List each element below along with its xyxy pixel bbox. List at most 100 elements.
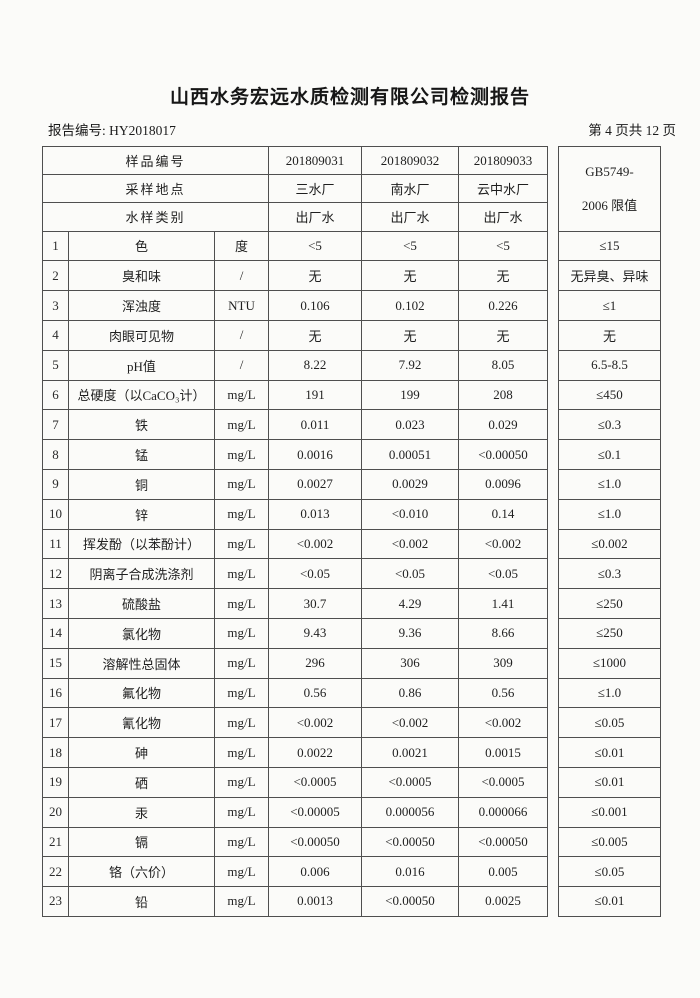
- cell-v2: 0.000056: [361, 796, 459, 828]
- table-gap: [548, 469, 559, 499]
- cell-name: 臭和味: [68, 260, 215, 292]
- cell-name: 溶解性总固体: [68, 647, 215, 679]
- cell-v3: 0.14: [458, 498, 548, 530]
- table-row: 17 氰化物 mg/L <0.002 <0.002 <0.002 ≤0.05: [42, 707, 661, 739]
- cell-no: 12: [42, 558, 69, 590]
- cell-v3: 0.000066: [458, 796, 548, 828]
- cell-name: 肉眼可见物: [68, 319, 215, 351]
- cell-no: 18: [42, 737, 69, 768]
- cell-v2: 0.016: [361, 856, 459, 888]
- cell-unit: mg/L: [214, 498, 269, 530]
- table-row: 11 挥发酚（以苯酚计） mg/L <0.002 <0.002 <0.002 ≤0.002: [42, 528, 661, 560]
- report-meta: 报告编号: HY2018017 第 4 页共 12 页: [48, 119, 676, 139]
- cell-limit: ≤250: [558, 617, 661, 649]
- cell-unit: /: [214, 319, 269, 351]
- cell-limit: ≤1000: [558, 647, 661, 679]
- table-row: 22 铬（六价） mg/L 0.006 0.016 0.005 ≤0.05: [42, 856, 661, 888]
- limit-header-line2: 2006 限值: [581, 197, 638, 213]
- cell-no: 4: [42, 319, 69, 351]
- cell-v3: 0.029: [458, 409, 548, 441]
- cell-v1: 9.43: [268, 617, 362, 649]
- sample-id-1: 201809031: [268, 145, 362, 176]
- cell-no: 22: [42, 856, 69, 888]
- limit-column-header: GB5749- 2006 限值: [558, 146, 661, 232]
- cell-v1: 8.22: [268, 349, 362, 381]
- cell-unit: mg/L: [214, 468, 269, 500]
- cell-v1: 0.013: [268, 498, 362, 530]
- table-gap: [548, 261, 559, 291]
- cell-unit: mg/L: [214, 588, 269, 619]
- cell-v2: <0.002: [361, 528, 459, 560]
- header-label-location: 采样地点: [42, 174, 269, 204]
- cell-v2: 无: [361, 319, 459, 351]
- cell-v1: 0.0016: [268, 439, 362, 470]
- cell-name: 镉: [68, 826, 215, 858]
- table-gap: [548, 708, 559, 738]
- cell-limit: ≤0.002: [558, 528, 661, 560]
- table-gap: [548, 440, 559, 470]
- cell-unit: mg/L: [214, 528, 269, 560]
- table-row: 14 氯化物 mg/L 9.43 9.36 8.66 ≤250: [42, 617, 661, 649]
- cell-unit: mg/L: [214, 737, 269, 768]
- cell-v1: 0.006: [268, 856, 362, 888]
- cell-limit: ≤15: [558, 230, 661, 262]
- cell-limit: ≤250: [558, 588, 661, 619]
- table-gap: [548, 320, 559, 350]
- table-gap: [548, 887, 559, 917]
- cell-v3: <5: [458, 230, 548, 262]
- table-gap: [548, 559, 559, 589]
- cell-v3: <0.002: [458, 528, 548, 560]
- water-quality-table: 样品编号 201809031 201809032 201809033 GB574…: [42, 145, 661, 917]
- table-gap: [548, 350, 559, 380]
- table-row: 12 阴离子合成洗涤剂 mg/L <0.05 <0.05 <0.05 ≤0.3: [42, 558, 661, 590]
- table-gap: [548, 291, 559, 321]
- cell-name: 硒: [68, 766, 215, 798]
- cell-v1: 0.56: [268, 677, 362, 709]
- cell-v1: 0.0022: [268, 737, 362, 768]
- table-gap: [548, 499, 559, 529]
- page-title: 山西水务宏远水质检测有限公司检测报告: [169, 87, 530, 108]
- cell-v1: 无: [268, 319, 362, 351]
- cell-no: 19: [42, 766, 69, 798]
- table-gap: [548, 589, 559, 619]
- type-2: 出厂水: [361, 202, 459, 232]
- cell-unit: mg/L: [214, 826, 269, 858]
- cell-unit: NTU: [214, 290, 269, 321]
- header-label-type: 水样类别: [42, 202, 269, 232]
- cell-v2: 0.0029: [361, 468, 459, 500]
- cell-name: 汞: [68, 796, 215, 828]
- location-3: 云中水厂: [458, 174, 548, 204]
- cell-v1: 0.0027: [268, 468, 362, 500]
- table-gap: [548, 231, 559, 261]
- table-gap: [548, 147, 559, 232]
- cell-no: 3: [42, 290, 69, 321]
- cell-v1: 0.106: [268, 290, 362, 321]
- location-2: 南水厂: [361, 174, 459, 204]
- table-gap: [548, 797, 559, 827]
- cell-v2: 0.0021: [361, 737, 459, 768]
- cell-limit: ≤1.0: [558, 677, 661, 709]
- cell-v2: <0.0005: [361, 766, 459, 798]
- cell-limit: 无: [558, 319, 661, 351]
- table-gap: [548, 738, 559, 768]
- table-wrapper: 样品编号 201809031 201809032 201809033 GB574…: [42, 145, 661, 917]
- cell-name: 氰化物: [68, 707, 215, 739]
- cell-v1: <0.002: [268, 707, 362, 739]
- cell-v2: 199: [361, 379, 459, 411]
- cell-v2: 0.102: [361, 290, 459, 321]
- cell-no: 11: [42, 528, 69, 560]
- table-row: 18 砷 mg/L 0.0022 0.0021 0.0015 ≤0.01: [42, 737, 661, 768]
- cell-v1: <5: [268, 230, 362, 262]
- cell-no: 21: [42, 826, 69, 858]
- cell-limit: ≤0.01: [558, 766, 661, 798]
- table-row: 20 汞 mg/L <0.00005 0.000056 0.000066 ≤0.001: [42, 796, 661, 828]
- table-gap: [548, 529, 559, 559]
- table-row: 1 色度 <5 <5 <5 ≤15: [42, 230, 661, 262]
- table-gap: [548, 857, 559, 887]
- cell-limit: ≤0.05: [558, 856, 661, 888]
- header-row-sampling-location: 采样地点 三水厂 南水厂 云中水厂: [42, 174, 661, 204]
- cell-name: 色: [68, 230, 215, 262]
- cell-no: 6: [42, 379, 69, 411]
- cell-no: 13: [42, 588, 69, 619]
- report-number: 报告编号: HY2018017: [48, 123, 176, 138]
